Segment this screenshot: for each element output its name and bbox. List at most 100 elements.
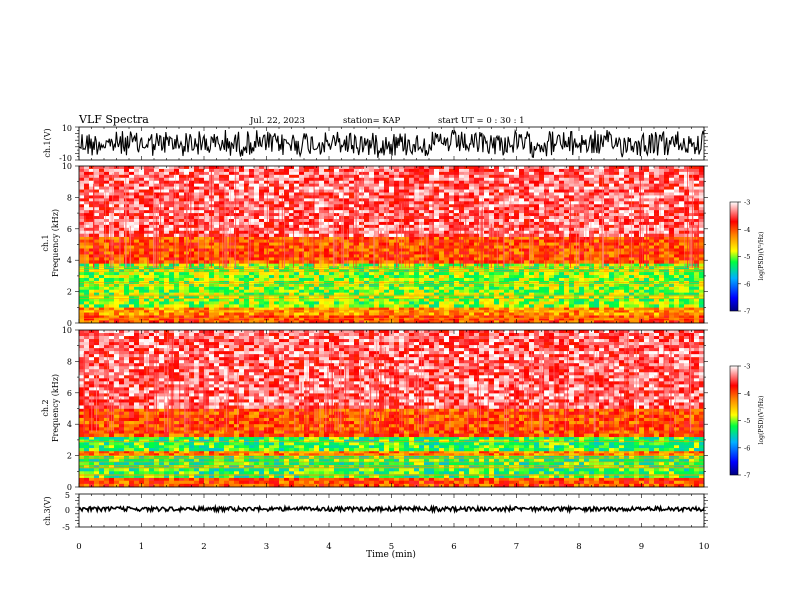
spectrogram-cell <box>194 315 200 319</box>
spectrogram-cell <box>269 283 275 288</box>
spectrogram-cell <box>519 304 525 308</box>
spectrogram-cell <box>189 221 195 226</box>
spectrogram-cell <box>129 239 135 243</box>
spectrogram-cell <box>384 301 390 305</box>
spectrogram-cell <box>434 289 440 293</box>
spectrogram-cell <box>199 309 205 313</box>
spectrogram-cell <box>269 254 275 258</box>
spectrogram-cell <box>259 171 265 176</box>
spectrogram-cell <box>659 239 665 243</box>
spectrogram-cell <box>179 272 185 276</box>
spectrogram-cell <box>594 248 600 252</box>
spectrogram-cell <box>139 207 145 211</box>
spectrogram-cell <box>579 269 585 273</box>
spectrogram-cell <box>264 183 270 187</box>
spectrogram-cell <box>174 189 180 193</box>
spectrogram-cell <box>109 166 115 170</box>
spectrogram-cell <box>149 189 155 193</box>
spectrogram-cell <box>454 272 460 276</box>
spectrogram-cell <box>589 286 595 291</box>
spectrogram-cell <box>664 239 670 243</box>
spectrogram-cell <box>394 272 400 276</box>
spectrogram-cell <box>279 320 285 324</box>
spectrogram-cell <box>529 242 535 246</box>
spectrogram-cell <box>139 251 145 255</box>
spectrogram-cell <box>229 168 235 173</box>
spectrogram-cell <box>79 227 85 232</box>
spectrogram-cell <box>84 312 90 316</box>
spectrogram-cell <box>534 260 540 264</box>
spectrogram-cell <box>539 309 545 313</box>
spectrogram-cell <box>369 301 375 305</box>
spectrogram-cell <box>119 183 125 187</box>
spectrogram-cell <box>694 263 700 267</box>
spectrogram-cell <box>124 248 130 252</box>
spectrogram-cell <box>624 269 630 273</box>
spectrogram-cell <box>249 236 255 240</box>
spectrogram-cell <box>99 192 105 196</box>
spectrogram-cell <box>224 192 230 196</box>
spectrogram-cell <box>689 307 695 311</box>
spectrogram-cell <box>459 304 465 308</box>
spectrogram-cell <box>339 292 345 296</box>
spectrogram-cell <box>674 307 680 311</box>
spectrogram-cell <box>324 286 330 291</box>
spectrogram-cell <box>299 260 305 264</box>
spectrogram-cell <box>514 266 520 270</box>
spectrogram-cell <box>214 180 220 184</box>
spectrogram-cell <box>114 295 120 299</box>
spectrogram-cell <box>124 224 130 229</box>
spectrogram-cell <box>84 307 90 311</box>
spectrogram-cell <box>364 286 370 291</box>
spectrogram-cell <box>139 269 145 273</box>
spectrogram-cell <box>119 257 125 261</box>
spectrogram-cell <box>214 292 220 296</box>
spectrogram-cell <box>174 263 180 267</box>
spectrogram-cell <box>119 269 125 273</box>
spectrogram-cell <box>434 266 440 270</box>
spectrogram-cell <box>459 307 465 311</box>
spectrogram-cell <box>549 295 555 299</box>
spectrogram-cell <box>169 171 175 176</box>
spectrogram-cell <box>244 166 250 170</box>
spectrogram-cell <box>444 292 450 296</box>
spectrogram-cell <box>269 177 275 182</box>
spectrogram-cell <box>669 272 675 276</box>
spectrogram-cell <box>234 242 240 246</box>
spectrogram-cell <box>649 251 655 255</box>
spectrogram-cell <box>224 286 230 291</box>
spectrogram-cell <box>144 227 150 232</box>
spectrogram-cell <box>619 242 625 246</box>
spectrogram-cell <box>529 320 535 324</box>
spectrogram-cell <box>279 186 285 190</box>
spectrogram-cell <box>244 320 250 324</box>
spectrogram-cell <box>199 272 205 276</box>
spectrogram-cell <box>429 304 435 308</box>
spectrogram-cell <box>619 236 625 240</box>
spectrogram-cell <box>84 266 90 270</box>
spectrogram-cell <box>324 251 330 255</box>
spectrogram-cell <box>284 216 290 220</box>
spectrogram-cell <box>534 239 540 243</box>
spectrogram-cell <box>94 221 100 226</box>
spectrogram-cell <box>399 309 405 313</box>
spectrogram-cell <box>249 166 255 170</box>
spectrogram-cell <box>309 301 315 305</box>
spectrogram-cell <box>174 309 180 313</box>
spectrogram-cell <box>539 312 545 316</box>
spectrogram-cell <box>619 304 625 308</box>
spectrogram-cell <box>349 283 355 288</box>
spectrogram-cell <box>99 177 105 182</box>
spectrogram-cell <box>249 189 255 193</box>
spectrogram-cell <box>214 251 220 255</box>
spectrogram-cell <box>299 251 305 255</box>
spectrogram-cell <box>164 192 170 196</box>
spectrogram-cell <box>614 251 620 255</box>
spectrogram-cell <box>674 286 680 291</box>
spectrogram-cell <box>219 210 225 214</box>
spectrogram-cell <box>389 239 395 243</box>
spectrogram-cell <box>289 201 295 205</box>
spectrogram-cell <box>104 320 110 324</box>
spectrogram-cell <box>364 263 370 267</box>
spectrogram-cell <box>669 289 675 293</box>
